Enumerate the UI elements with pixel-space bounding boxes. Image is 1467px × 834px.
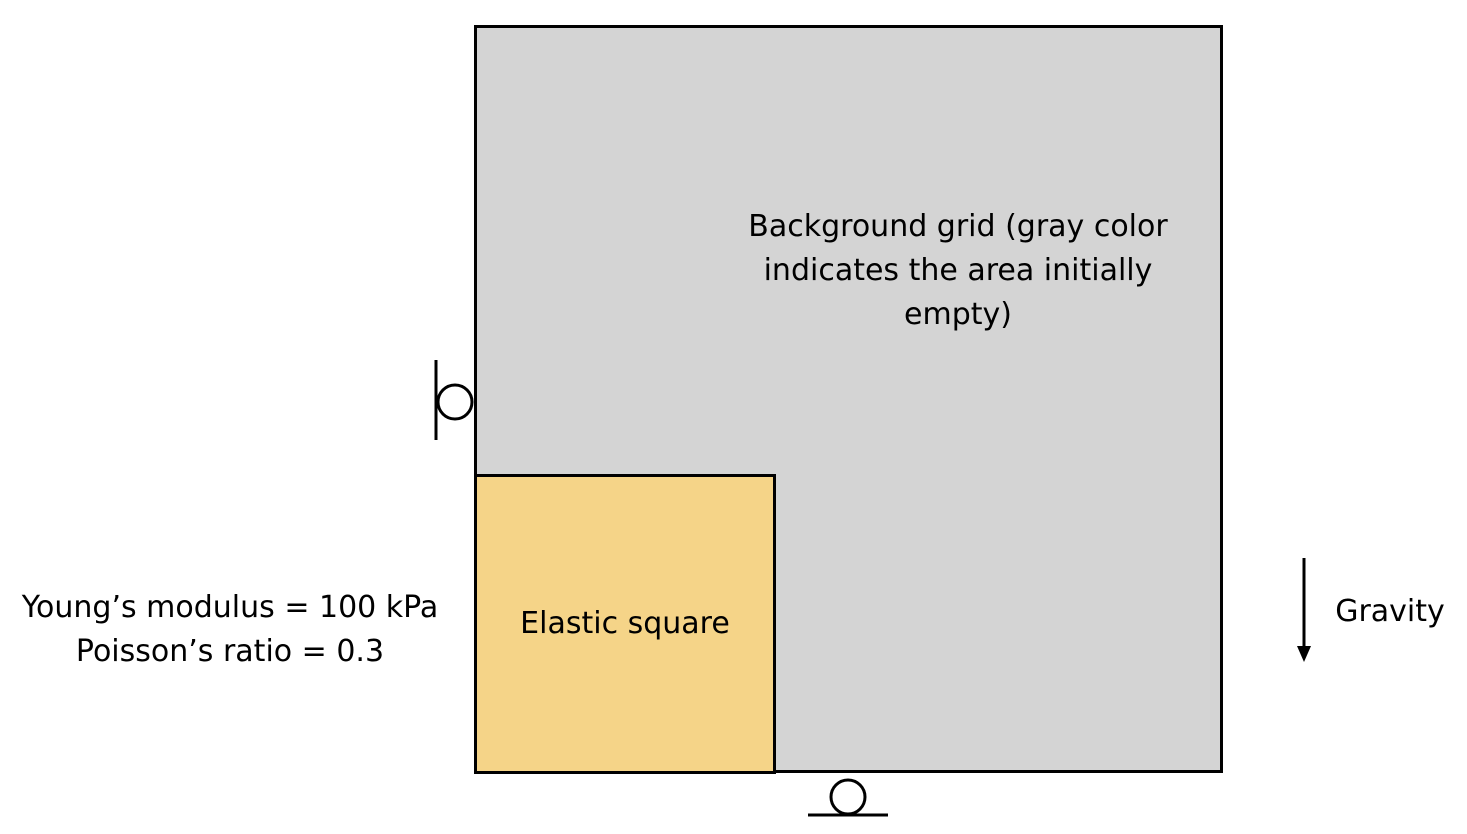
gravity-arrow-icon — [1297, 558, 1311, 662]
bottom-roller-support-icon — [808, 778, 888, 817]
gravity-label: Gravity — [1335, 594, 1445, 629]
poissons-ratio-label: Poisson’s ratio = 0.3 — [75, 634, 385, 669]
background-grid-label: Background grid (gray color indicates th… — [748, 209, 1168, 332]
elastic-square: Elastic square — [474, 474, 776, 774]
left-roller-support-icon — [434, 360, 474, 440]
material-properties: Young’s modulus = 100 kPa Poisson’s rati… — [10, 586, 450, 674]
elastic-square-label: Elastic square — [520, 606, 730, 641]
youngs-modulus-label: Young’s modulus = 100 kPa — [21, 590, 439, 625]
